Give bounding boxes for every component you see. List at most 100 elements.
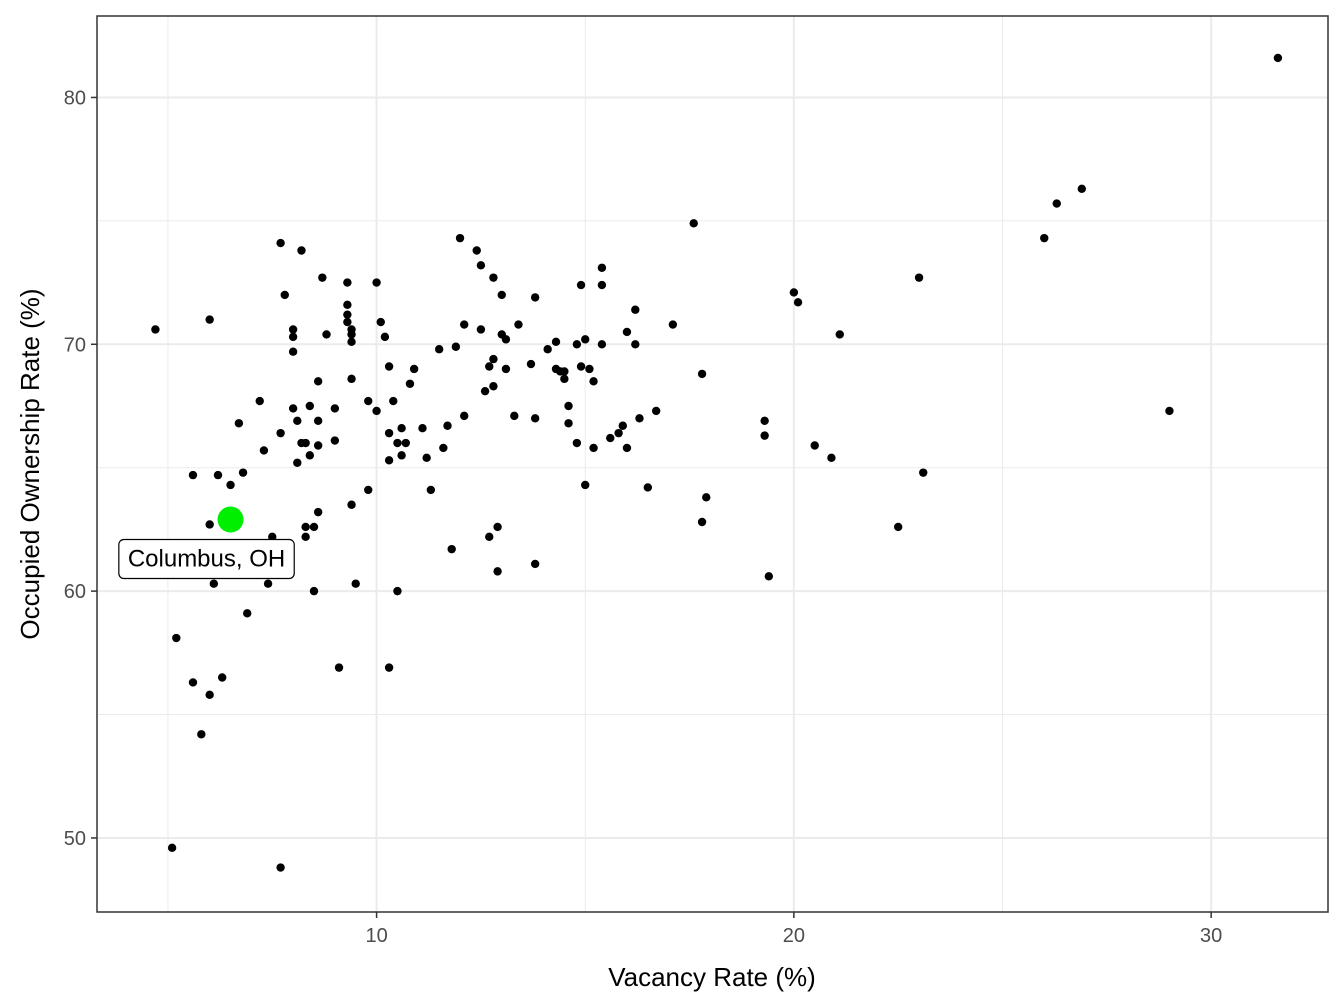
data-point bbox=[389, 396, 398, 406]
data-point bbox=[489, 354, 498, 364]
x-tick-label: 20 bbox=[783, 925, 805, 947]
x-tick-label: 10 bbox=[365, 925, 387, 947]
data-point bbox=[581, 480, 590, 490]
panel-border bbox=[96, 15, 1329, 913]
data-point bbox=[309, 586, 319, 596]
data-point bbox=[276, 863, 285, 872]
grid-lines bbox=[97, 16, 1328, 912]
data-point bbox=[1077, 184, 1087, 193]
data-point bbox=[451, 342, 461, 351]
data-point bbox=[631, 340, 640, 349]
data-point bbox=[510, 411, 519, 421]
data-point bbox=[651, 406, 661, 416]
data-point bbox=[793, 298, 803, 307]
data-point bbox=[489, 382, 498, 391]
data-point bbox=[305, 401, 315, 411]
data-point bbox=[364, 396, 373, 406]
data-point bbox=[472, 246, 481, 255]
data-point bbox=[827, 453, 836, 463]
data-point bbox=[347, 337, 356, 347]
data-point bbox=[497, 290, 506, 300]
data-point bbox=[614, 428, 623, 438]
data-point bbox=[439, 443, 448, 453]
data-point bbox=[401, 438, 410, 448]
data-point bbox=[476, 261, 486, 270]
data-point bbox=[409, 364, 419, 374]
data-point bbox=[572, 340, 582, 349]
data-point bbox=[330, 436, 340, 445]
data-point bbox=[313, 416, 323, 426]
y-tick-label: 60 bbox=[64, 581, 86, 603]
data-point bbox=[560, 374, 569, 384]
data-point bbox=[485, 362, 494, 371]
data-point bbox=[810, 441, 819, 450]
data-point bbox=[622, 327, 632, 337]
data-point bbox=[280, 290, 289, 300]
data-point bbox=[643, 483, 653, 492]
data-point bbox=[397, 424, 406, 433]
data-point bbox=[764, 572, 774, 581]
data-point bbox=[631, 305, 640, 314]
data-point bbox=[347, 330, 356, 339]
data-point bbox=[305, 451, 315, 460]
data-point bbox=[589, 377, 598, 386]
data-point bbox=[919, 468, 928, 477]
data-point bbox=[443, 421, 452, 430]
data-point bbox=[205, 690, 214, 699]
data-point bbox=[288, 404, 298, 413]
data-point bbox=[589, 443, 598, 453]
data-point bbox=[343, 300, 352, 309]
data-point bbox=[914, 273, 924, 282]
data-point bbox=[301, 522, 310, 532]
data-point bbox=[293, 458, 302, 467]
data-point bbox=[226, 480, 235, 490]
data-points bbox=[151, 53, 1283, 872]
data-point bbox=[564, 401, 573, 411]
data-point bbox=[213, 470, 223, 480]
data-point bbox=[576, 280, 586, 290]
data-point bbox=[172, 633, 181, 643]
data-point bbox=[376, 317, 385, 327]
data-point bbox=[514, 320, 523, 329]
data-point bbox=[702, 493, 711, 502]
highlight-point bbox=[217, 506, 244, 533]
data-point bbox=[480, 386, 490, 396]
data-point bbox=[585, 364, 594, 374]
data-point bbox=[313, 441, 323, 450]
data-point bbox=[309, 522, 319, 532]
data-point bbox=[1273, 53, 1283, 63]
data-point bbox=[372, 406, 381, 416]
data-point bbox=[668, 320, 678, 329]
data-point bbox=[313, 507, 323, 517]
data-point bbox=[434, 345, 444, 354]
data-point bbox=[297, 246, 306, 255]
data-point bbox=[689, 219, 698, 228]
data-point bbox=[301, 438, 310, 448]
data-point bbox=[255, 396, 264, 406]
data-point bbox=[405, 379, 415, 388]
data-point bbox=[426, 485, 436, 495]
data-point bbox=[259, 446, 269, 455]
data-point bbox=[288, 325, 298, 334]
data-point bbox=[1040, 233, 1049, 243]
x-axis-title: Vacancy Rate (%) bbox=[608, 962, 816, 992]
data-point bbox=[397, 451, 406, 460]
data-point bbox=[460, 320, 469, 329]
data-point bbox=[572, 438, 582, 448]
data-point bbox=[343, 317, 352, 327]
y-tick-label: 50 bbox=[64, 828, 86, 850]
data-point bbox=[288, 347, 298, 356]
data-point bbox=[343, 278, 352, 287]
data-point bbox=[351, 579, 360, 588]
data-point bbox=[835, 330, 844, 339]
data-point bbox=[501, 335, 511, 344]
data-point bbox=[697, 369, 707, 379]
data-point bbox=[197, 730, 206, 739]
data-point bbox=[384, 456, 394, 465]
data-point bbox=[188, 678, 198, 687]
data-point bbox=[622, 443, 632, 453]
data-point bbox=[243, 609, 252, 618]
data-point bbox=[313, 377, 323, 386]
data-point bbox=[268, 532, 277, 542]
